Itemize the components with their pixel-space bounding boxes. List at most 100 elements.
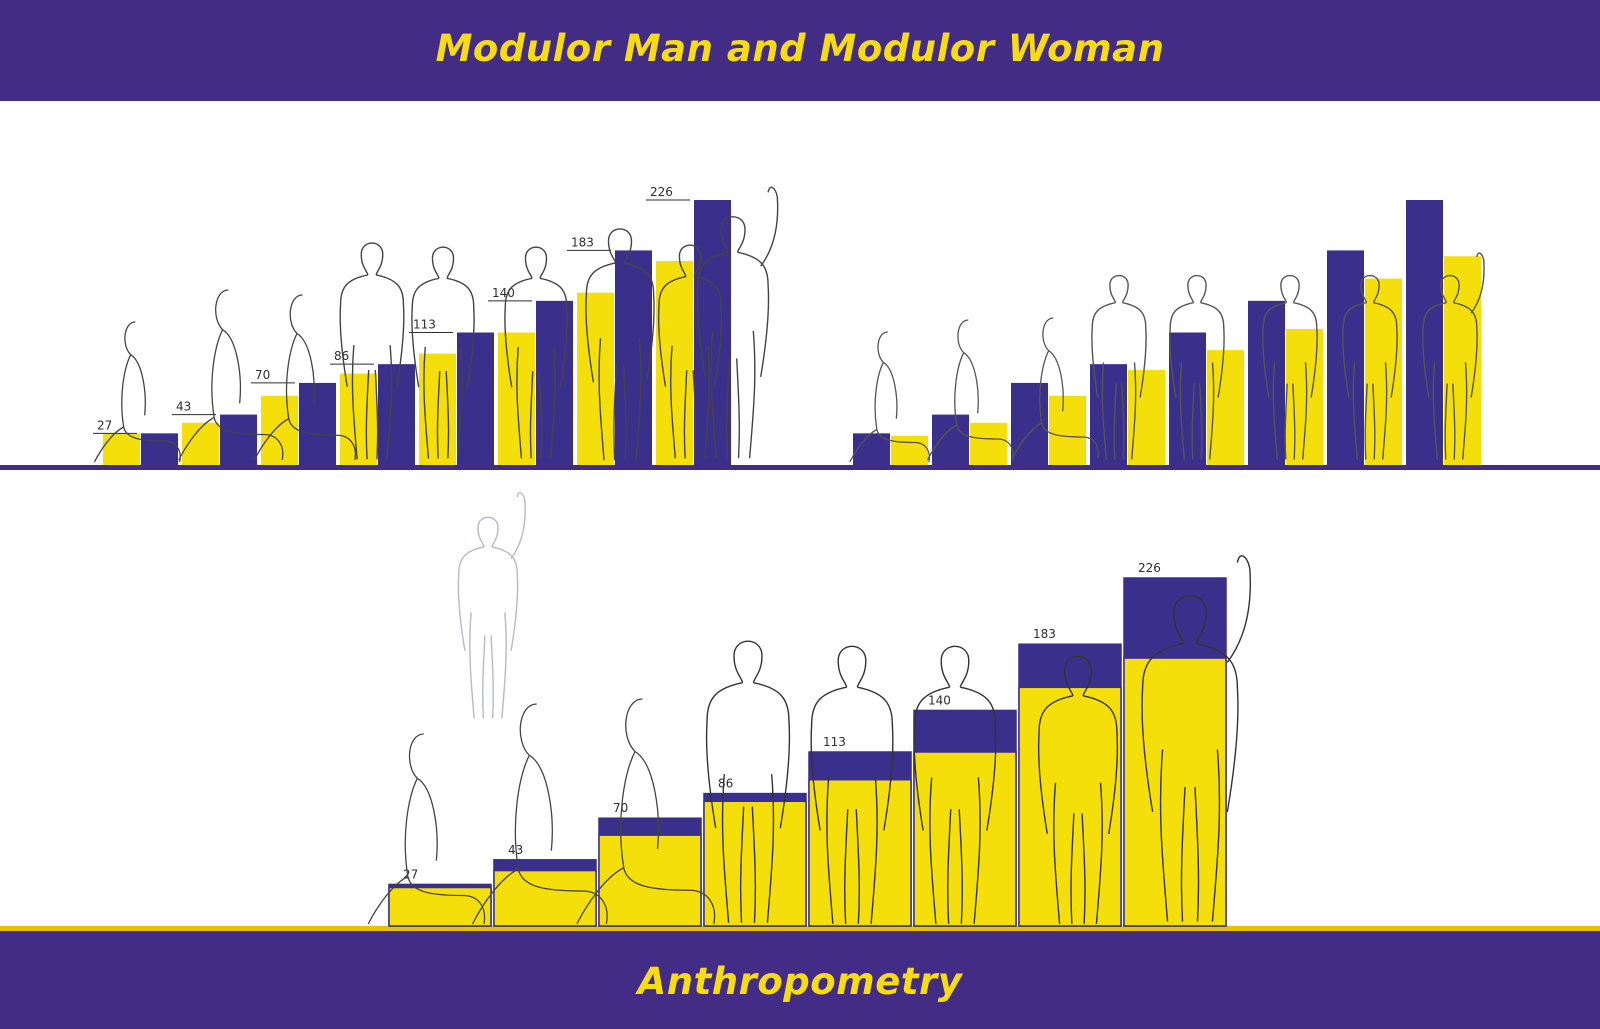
man-chart-value-label: 226: [650, 185, 673, 199]
figure-torso-icon: [457, 546, 519, 651]
combined-chart-bar: [493, 869, 597, 927]
figure-head-icon: [837, 660, 848, 688]
woman-chart-bar: [1090, 364, 1127, 465]
figure-man-seated-mid: [178, 289, 284, 461]
figure-head-icon: [733, 655, 744, 683]
figure-seated-icon: [211, 289, 284, 461]
man-chart-bar: [340, 373, 377, 465]
figure-torso-icon: [705, 682, 791, 829]
woman-chart-bar: [891, 435, 928, 465]
figure-man-seated-low: [93, 321, 181, 463]
footer-title: Anthropometry: [637, 959, 963, 1003]
man-chart-bar: [615, 250, 652, 465]
figure-head-icon: [431, 246, 455, 279]
figure-seated-icon: [576, 867, 625, 925]
figure-torso-icon: [913, 686, 997, 831]
figure-torso-icon: [657, 275, 723, 387]
figure-head-icon: [1109, 285, 1117, 303]
figure-torso-icon: [585, 262, 655, 383]
figure-head-icon: [524, 246, 548, 279]
figure-man-seated-table: [253, 294, 356, 461]
figure-head-icon: [940, 645, 970, 688]
figure-ghost-reaching: [457, 492, 526, 719]
figure-silhouettes: [93, 186, 1485, 925]
figure-head-icon: [678, 256, 687, 277]
combined-chart-value-label: 140: [928, 693, 951, 707]
figure-legs-icon: [929, 777, 981, 924]
figure-head-icon: [1173, 612, 1185, 644]
figure-legs-icon: [1352, 362, 1388, 460]
figure-head-icon: [1187, 285, 1195, 303]
figure-torso-icon: [1141, 642, 1239, 812]
figure-seated-icon: [178, 416, 215, 461]
combined-chart-bar: [1018, 686, 1122, 927]
figure-raised-arm-icon: [510, 492, 526, 559]
figure-legs-icon: [826, 777, 878, 924]
figure-seated-icon: [471, 868, 519, 925]
man-chart-baseline: [0, 465, 800, 470]
figure-raised-arm-icon: [1470, 252, 1485, 314]
woman-chart-bar: [1444, 256, 1481, 465]
man-chart-bar: [220, 414, 257, 465]
figure-legs-icon: [469, 612, 507, 719]
figure-head-icon: [477, 516, 499, 548]
figure-combined-standing-3: [913, 645, 997, 924]
figure-head-icon: [733, 640, 763, 683]
figure-legs-icon: [423, 346, 463, 459]
figure-legs-icon: [1179, 362, 1215, 460]
figure-head-icon: [1440, 285, 1448, 303]
figure-combined-seated-2: [471, 703, 608, 925]
figure-head-icon: [720, 216, 746, 253]
figure-woman-seated-2: [926, 319, 1014, 461]
combined-chart-bar: [598, 834, 702, 927]
combined-chart-value-label: 70: [613, 801, 628, 815]
figure-raised-arm-icon: [1226, 555, 1251, 663]
figure-head-icon: [1109, 274, 1129, 303]
figure-torso-icon: [1037, 695, 1119, 835]
figure-legs-icon: [721, 774, 775, 923]
combined-chart-value-label: 27: [403, 867, 418, 881]
figure-seated-icon: [367, 875, 409, 925]
figure-torso-icon: [1262, 301, 1318, 398]
figure-seated-icon: [954, 319, 1014, 461]
man-chart-value-label: 86: [334, 349, 349, 363]
figure-head-icon: [524, 258, 533, 279]
figure-seated-icon: [253, 418, 290, 461]
figure-head-icon: [1280, 274, 1300, 303]
figure-head-icon: [477, 527, 485, 548]
man-chart-bar: [378, 364, 415, 465]
figure-torso-icon: [1342, 301, 1398, 398]
figure-legs-icon: [351, 345, 393, 460]
figure-head-icon: [837, 645, 867, 688]
figure-legs-icon: [710, 330, 756, 459]
man-chart-value-label: 27: [97, 418, 112, 432]
man-chart-value-label: 70: [255, 368, 270, 382]
figure-head-icon: [1360, 285, 1368, 303]
figure-torso-icon: [411, 277, 475, 388]
figure-man-standing-5: [657, 244, 723, 459]
figure-legs-icon: [1272, 362, 1308, 460]
figure-seated-icon: [285, 294, 356, 461]
figure-head-icon: [1064, 670, 1074, 697]
man-chart-bar: [261, 395, 298, 465]
figure-torso-icon: [696, 251, 770, 378]
figure-seated-icon: [926, 424, 957, 461]
figure-head-icon: [1187, 274, 1207, 303]
woman-chart-bar: [1128, 370, 1165, 465]
figure-seated-icon: [874, 331, 930, 463]
combined-chart-bar: [388, 886, 492, 927]
woman-chart-bar: [1406, 200, 1443, 465]
figure-combined-standing-4: [1037, 655, 1119, 925]
figure-head-icon: [1440, 274, 1460, 303]
figure-man-standing-2: [411, 246, 475, 459]
man-chart-value-label: 113: [413, 318, 436, 332]
combined-chart-value-label: 86: [718, 777, 733, 791]
man-chart-bar: [498, 332, 535, 465]
figure-man-standing-1: [339, 242, 405, 460]
figure-seated-icon: [93, 426, 124, 463]
figure-raised-arm-icon: [760, 186, 779, 267]
man-chart-value-label: 183: [571, 235, 594, 249]
